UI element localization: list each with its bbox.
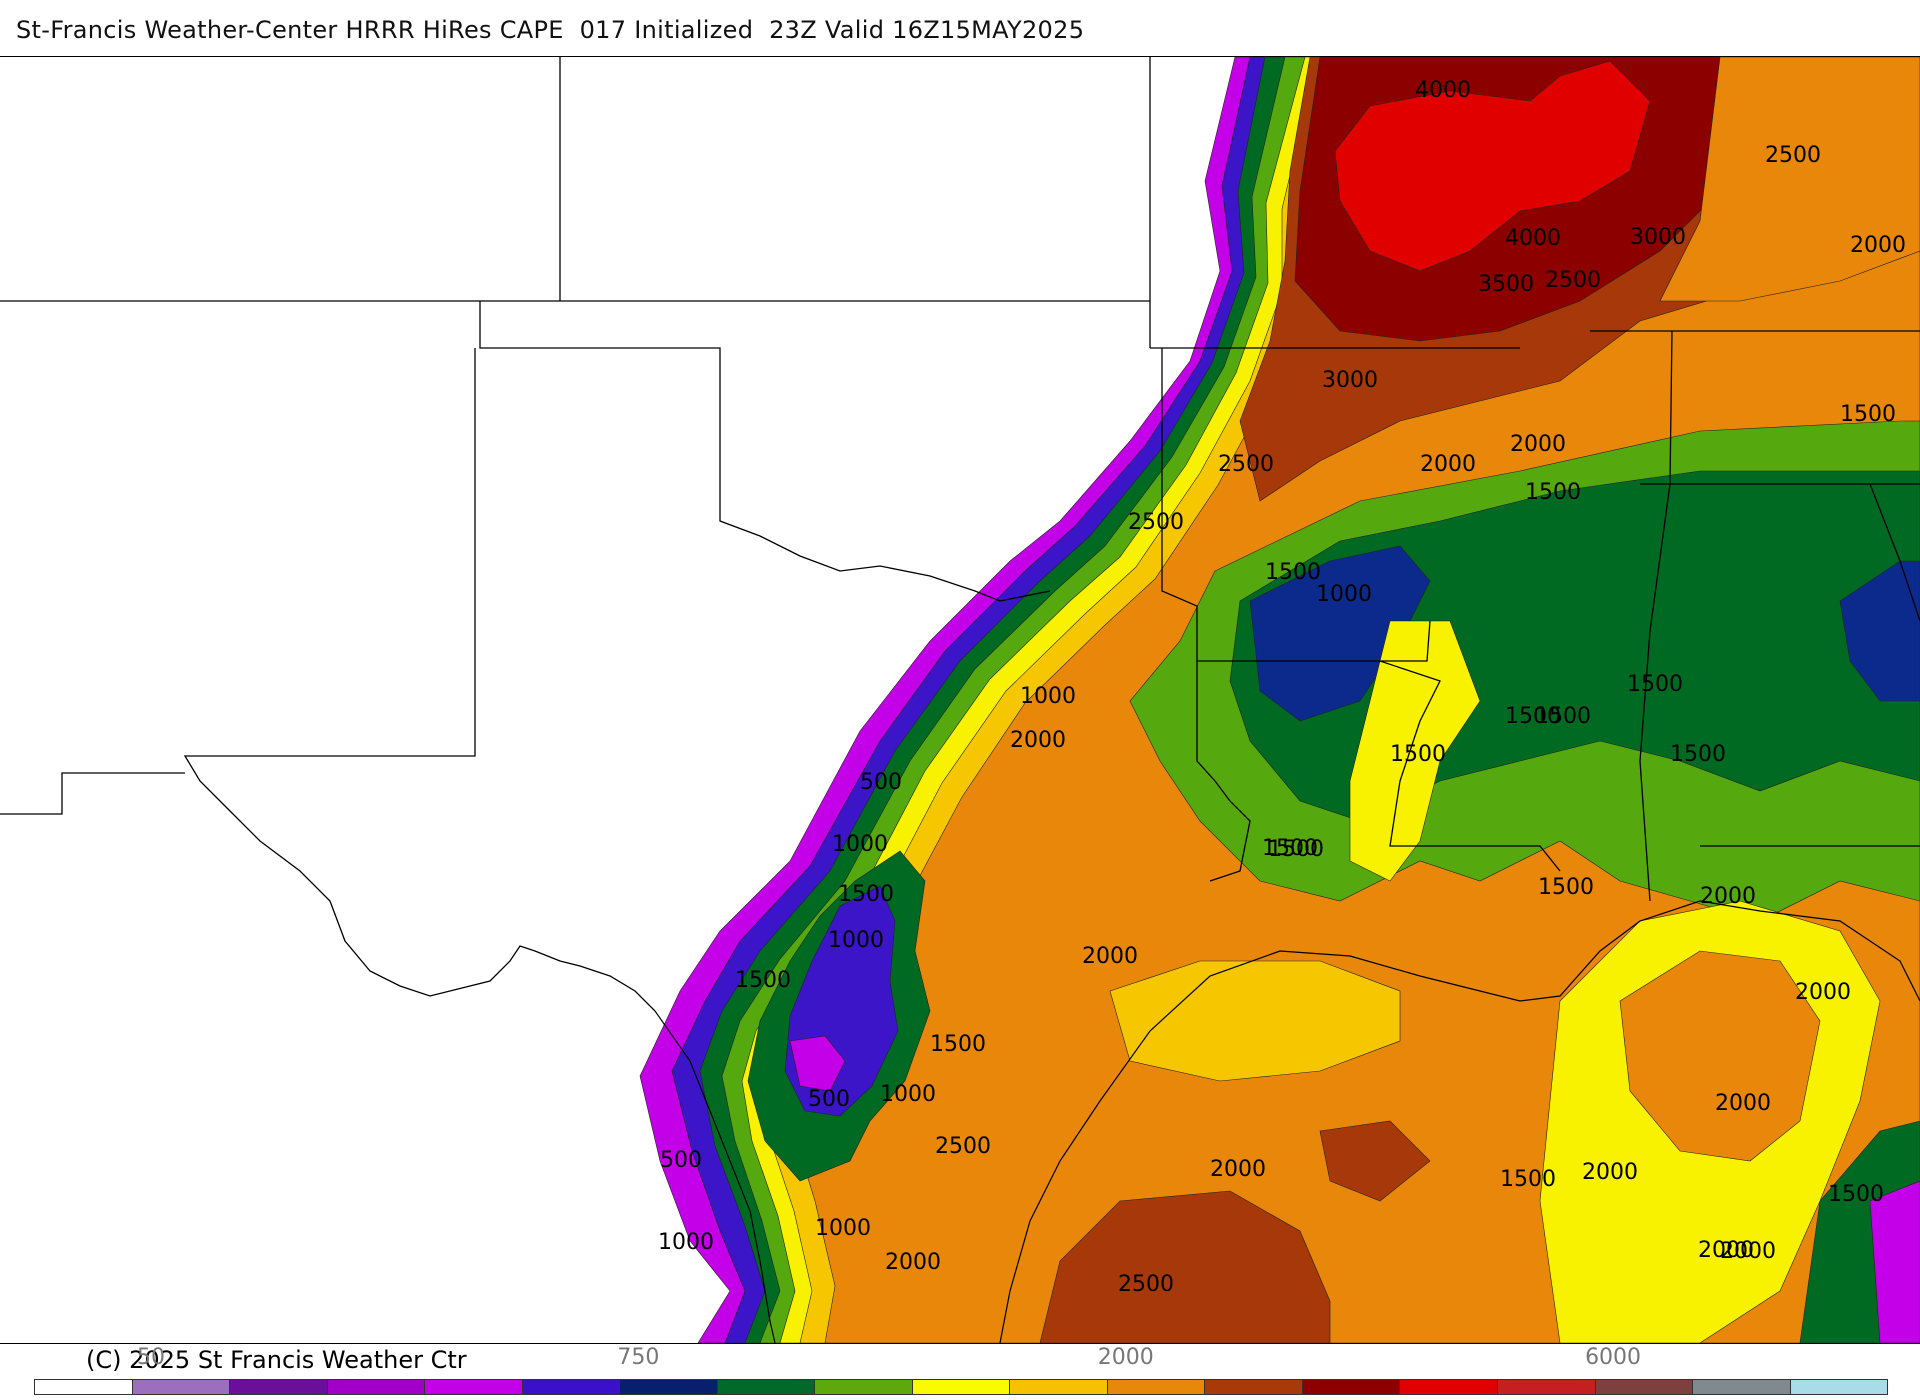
contour-label: 2500 [1765, 143, 1821, 168]
colorbar-swatch [912, 1380, 1011, 1394]
contour-label: 3500 [1478, 272, 1534, 297]
colorbar-tick-label: 6000 [1585, 1345, 1642, 1370]
cape-colorbar [34, 1379, 1888, 1395]
contour-label: 2000 [1795, 980, 1851, 1005]
contour-label: 4000 [1415, 78, 1471, 103]
contour-label: 1000 [815, 1216, 871, 1241]
contour-label: 3000 [1322, 368, 1378, 393]
copyright-text: (C) 2025 St Francis Weather Ctr [86, 1346, 467, 1374]
contour-label: 2500 [1118, 1272, 1174, 1297]
contour-label: 1500 [1828, 1182, 1884, 1207]
contour-label: 1500 [838, 882, 894, 907]
contour-label: 1500 [1390, 742, 1446, 767]
contour-label: 2000 [1420, 452, 1476, 477]
contour-label: 2000 [1582, 1160, 1638, 1185]
contour-label: 2500 [1128, 510, 1184, 535]
colorbar-swatch [717, 1380, 816, 1394]
contour-label: 1000 [832, 832, 888, 857]
state-boundaries [0, 57, 1920, 1012]
colorbar-tick-label: 750 [617, 1345, 660, 1370]
cape-map-canvas: 4000 2500 2000 4000 3000 3500 2500 3000 2500 2000… [0, 57, 1920, 1343]
contour-label: 1500 [1538, 875, 1594, 900]
contour-label: 2000 [1010, 728, 1066, 753]
colorbar-swatch [620, 1380, 718, 1394]
contour-label: 500 [860, 770, 902, 795]
contour-label: 1000 [828, 928, 884, 953]
contour-label: 1500 [1265, 560, 1321, 585]
contour-label: 2000 [1210, 1157, 1266, 1182]
contour-label: 2000 [1720, 1239, 1776, 1264]
contour-label: 500 [808, 1087, 850, 1112]
contour-label: 1000 [658, 1230, 714, 1255]
gulf-coastline [654, 900, 1920, 1343]
contour-label: 2000 [885, 1250, 941, 1275]
colorbar-swatch [230, 1380, 328, 1394]
cape-map: 4000 2500 2000 4000 3000 3500 2500 3000 2500 2000… [0, 56, 1920, 1344]
map-title: St-Francis Weather-Center HRRR HiRes CAP… [16, 16, 1085, 44]
colorbar-tick-label: 2000 [1097, 1345, 1154, 1370]
colorbar-swatch [522, 1380, 621, 1394]
colorbar-swatch [1693, 1380, 1791, 1394]
cape-region-gulf-rust [1039, 1190, 1331, 1343]
contour-label: 2500 [1545, 268, 1601, 293]
colorbar-swatch [327, 1380, 426, 1394]
colorbar-tick-label: 50 [136, 1345, 165, 1370]
contour-label: 2000 [1700, 884, 1756, 909]
colorbar-swatch [1400, 1380, 1498, 1394]
contour-label: 2000 [1698, 1238, 1754, 1263]
cape-region-yellow-corridor [1349, 620, 1481, 882]
cape-region-gulf-rust-2 [1319, 1120, 1431, 1202]
cape-region-orange-ne [1659, 57, 1920, 302]
colorbar-swatch [815, 1380, 913, 1394]
contour-label: 1500 [1505, 704, 1561, 729]
cape-region-gulf-east-orange [1619, 950, 1821, 1162]
contour-label: 4000 [1505, 226, 1561, 251]
contour-label: 1500 [1840, 402, 1896, 427]
contour-label: 1500 [735, 968, 791, 993]
colorbar-swatch [1595, 1380, 1694, 1394]
contour-label: 1500 [1500, 1167, 1556, 1192]
colorbar-swatch [1107, 1380, 1206, 1394]
colorbar-swatch [1497, 1380, 1596, 1394]
contour-label: 1000 [880, 1082, 936, 1107]
contour-label: 1000 [1020, 684, 1076, 709]
contour-label: 2500 [1218, 452, 1274, 477]
contour-label: 1500 [1627, 672, 1683, 697]
contour-label: 1500 [1268, 837, 1324, 862]
cape-region-se-violet [1869, 1180, 1920, 1343]
contour-label: 2500 [935, 1134, 991, 1159]
colorbar-swatch [1790, 1380, 1888, 1394]
contour-label: 1500 [1262, 836, 1318, 861]
contour-label: 1500 [1525, 480, 1581, 505]
contour-label: 1500 [930, 1032, 986, 1057]
contour-label: 500 [660, 1148, 702, 1173]
colorbar-swatch [35, 1380, 133, 1394]
colorbar-swatch [425, 1380, 523, 1394]
colorbar-swatch [1205, 1380, 1303, 1394]
cape-region-red [1334, 60, 1651, 272]
contour-label: 2000 [1715, 1091, 1771, 1116]
contour-label: 2000 [1082, 944, 1138, 969]
colorbar-swatch [1010, 1380, 1108, 1394]
cape-region-gulf-yellow [1109, 960, 1401, 1082]
contour-label: 1500 [1535, 704, 1591, 729]
contour-label: 2000 [1510, 432, 1566, 457]
contour-label: 3000 [1630, 225, 1686, 250]
colorbar-swatch [132, 1380, 231, 1394]
contour-label: 2000 [1850, 233, 1906, 258]
cape-pocket-violet [789, 1035, 846, 1092]
contour-label: 1500 [1670, 742, 1726, 767]
colorbar-swatch [1302, 1380, 1401, 1394]
contour-label: 1000 [1316, 582, 1372, 607]
